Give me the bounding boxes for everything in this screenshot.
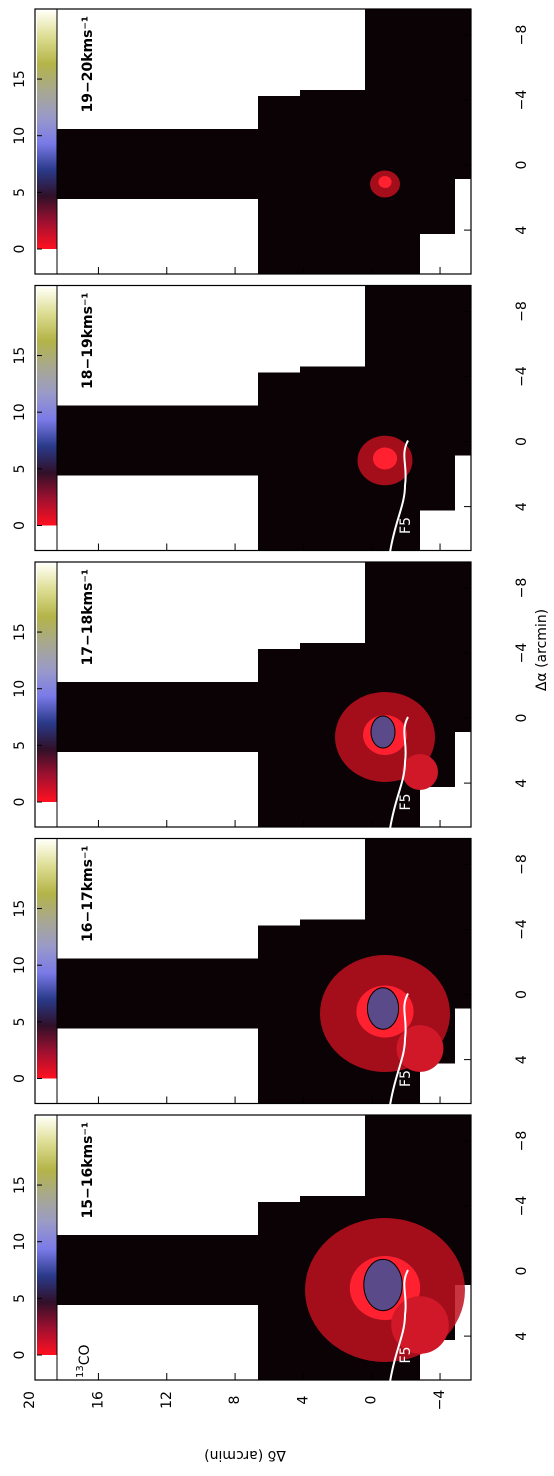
colorbar [37, 840, 57, 1079]
x-tick-label: −4 [514, 643, 530, 664]
panel: 0 5 10 15 4 0 −4 −8 19−20kms⁻¹ [12, 8, 530, 275]
colorbar [37, 1117, 57, 1355]
emission [396, 1025, 444, 1072]
molecule: CO [77, 1344, 93, 1365]
x-tick-label: 0 [514, 1267, 530, 1276]
colorbar-tick-label: 15 [12, 900, 28, 918]
y-tick-label: −4 [432, 1390, 448, 1411]
colorbar-tick-label: 5 [12, 464, 28, 473]
x-tick-label: 4 [514, 226, 530, 235]
panel: 0 5 10 15 4 0 −4 −8 16−17kms⁻¹ F5 [12, 837, 530, 1106]
x-tick-label: 0 [514, 161, 530, 170]
panel: 0 5 10 15 4 0 −4 −8 17−18kms⁻¹ F5 [12, 561, 530, 830]
y-tick-label: 0 [364, 1396, 380, 1405]
x-tick-label: 4 [514, 779, 530, 788]
x-tick-label: −8 [514, 25, 530, 46]
x-tick-label: −4 [514, 90, 530, 111]
y-tick-label: 4 [295, 1395, 311, 1404]
colorbar [37, 11, 57, 249]
colorbar-tick-label: 0 [12, 798, 28, 807]
y-tick-label: 20 [22, 1391, 38, 1409]
x-tick-label: 4 [514, 1055, 530, 1064]
velocity-label: 18−19kms⁻¹ [80, 293, 96, 389]
y-tick-label: 12 [159, 1391, 175, 1409]
panel: 0 5 10 15 4 0 −4 −8 15−16kms⁻¹ F5 13CO [12, 1114, 530, 1383]
x-tick-label: −8 [514, 578, 530, 599]
contour [370, 715, 396, 749]
colorbar-tick-label: 10 [12, 403, 28, 421]
colorbar [37, 287, 57, 526]
colorbar [37, 564, 57, 802]
filament-line [389, 1269, 409, 1383]
x-tick-label: 4 [514, 1332, 530, 1341]
x-tick-label: 0 [514, 714, 530, 723]
contour [366, 987, 400, 1030]
filament-line [389, 716, 409, 830]
emission [402, 754, 438, 790]
colorbar-tick-label: 10 [12, 680, 28, 698]
panel-frame [34, 1114, 472, 1381]
panel-frame [34, 837, 472, 1105]
x-tick-label: −8 [514, 854, 530, 875]
velocity-label: 15−16kms⁻¹ [80, 1122, 96, 1218]
colorbar-tick-label: 15 [12, 623, 28, 641]
colorbar-tick-label: 15 [12, 347, 28, 365]
colorbar-tick-label: 0 [12, 1351, 28, 1360]
x-tick-label: −8 [514, 1131, 530, 1152]
filament-label: F5 [398, 794, 414, 811]
y-tick-label: 16 [90, 1391, 106, 1409]
colorbar-tick-label: 0 [12, 1074, 28, 1083]
colorbar-tick-label: 10 [12, 1233, 28, 1251]
velocity-label: 16−17kms⁻¹ [80, 846, 96, 942]
colorbar-tick-label: 5 [12, 1294, 28, 1303]
colorbar-tick-label: 5 [12, 1017, 28, 1026]
x-tick-label: −8 [514, 301, 530, 322]
filament-line [389, 440, 409, 553]
map-coverage [57, 562, 471, 827]
panel-frame [34, 284, 472, 552]
emission [378, 176, 392, 188]
colorbar-tick-label: 10 [12, 956, 28, 974]
filament-label: F5 [398, 517, 414, 534]
filament-label: F5 [398, 1347, 414, 1364]
y-axis-label: Δδ (arcmin) [204, 1447, 286, 1463]
contour [363, 1258, 403, 1312]
panel-frame [34, 8, 472, 275]
colorbar-tick-label: 15 [12, 70, 28, 88]
panel: 0 5 10 15 4 0 −4 −8 18−19kms⁻¹ F5 [12, 284, 530, 553]
panel-frame [34, 561, 472, 828]
colorbar-tick-label: 5 [12, 741, 28, 750]
x-tick-label: −4 [514, 919, 530, 940]
velocity-label: 19−20kms⁻¹ [80, 16, 96, 112]
filament-line [389, 993, 409, 1106]
x-tick-label: 4 [514, 502, 530, 511]
colorbar-tick-label: 5 [12, 188, 28, 197]
x-tick-label: −4 [514, 1196, 530, 1217]
molecule-label: 13CO [75, 1344, 93, 1378]
y-tick-label: 8 [227, 1396, 243, 1405]
x-tick-label: 0 [514, 437, 530, 446]
x-axis-label: Δα (arcmin) [534, 609, 550, 691]
isotope: 13 [75, 1365, 86, 1378]
colorbar-tick-label: 10 [12, 127, 28, 145]
filament-label: F5 [398, 1070, 414, 1087]
velocity-label: 17−18kms⁻¹ [80, 569, 96, 665]
colorbar-tick-label: 0 [12, 521, 28, 530]
map-coverage [57, 285, 471, 551]
emission [372, 447, 398, 470]
map-coverage [57, 9, 471, 274]
x-tick-label: 0 [514, 990, 530, 999]
colorbar-tick-label: 0 [12, 245, 28, 254]
x-tick-label: −4 [514, 366, 530, 387]
colorbar-tick-label: 15 [12, 1176, 28, 1194]
